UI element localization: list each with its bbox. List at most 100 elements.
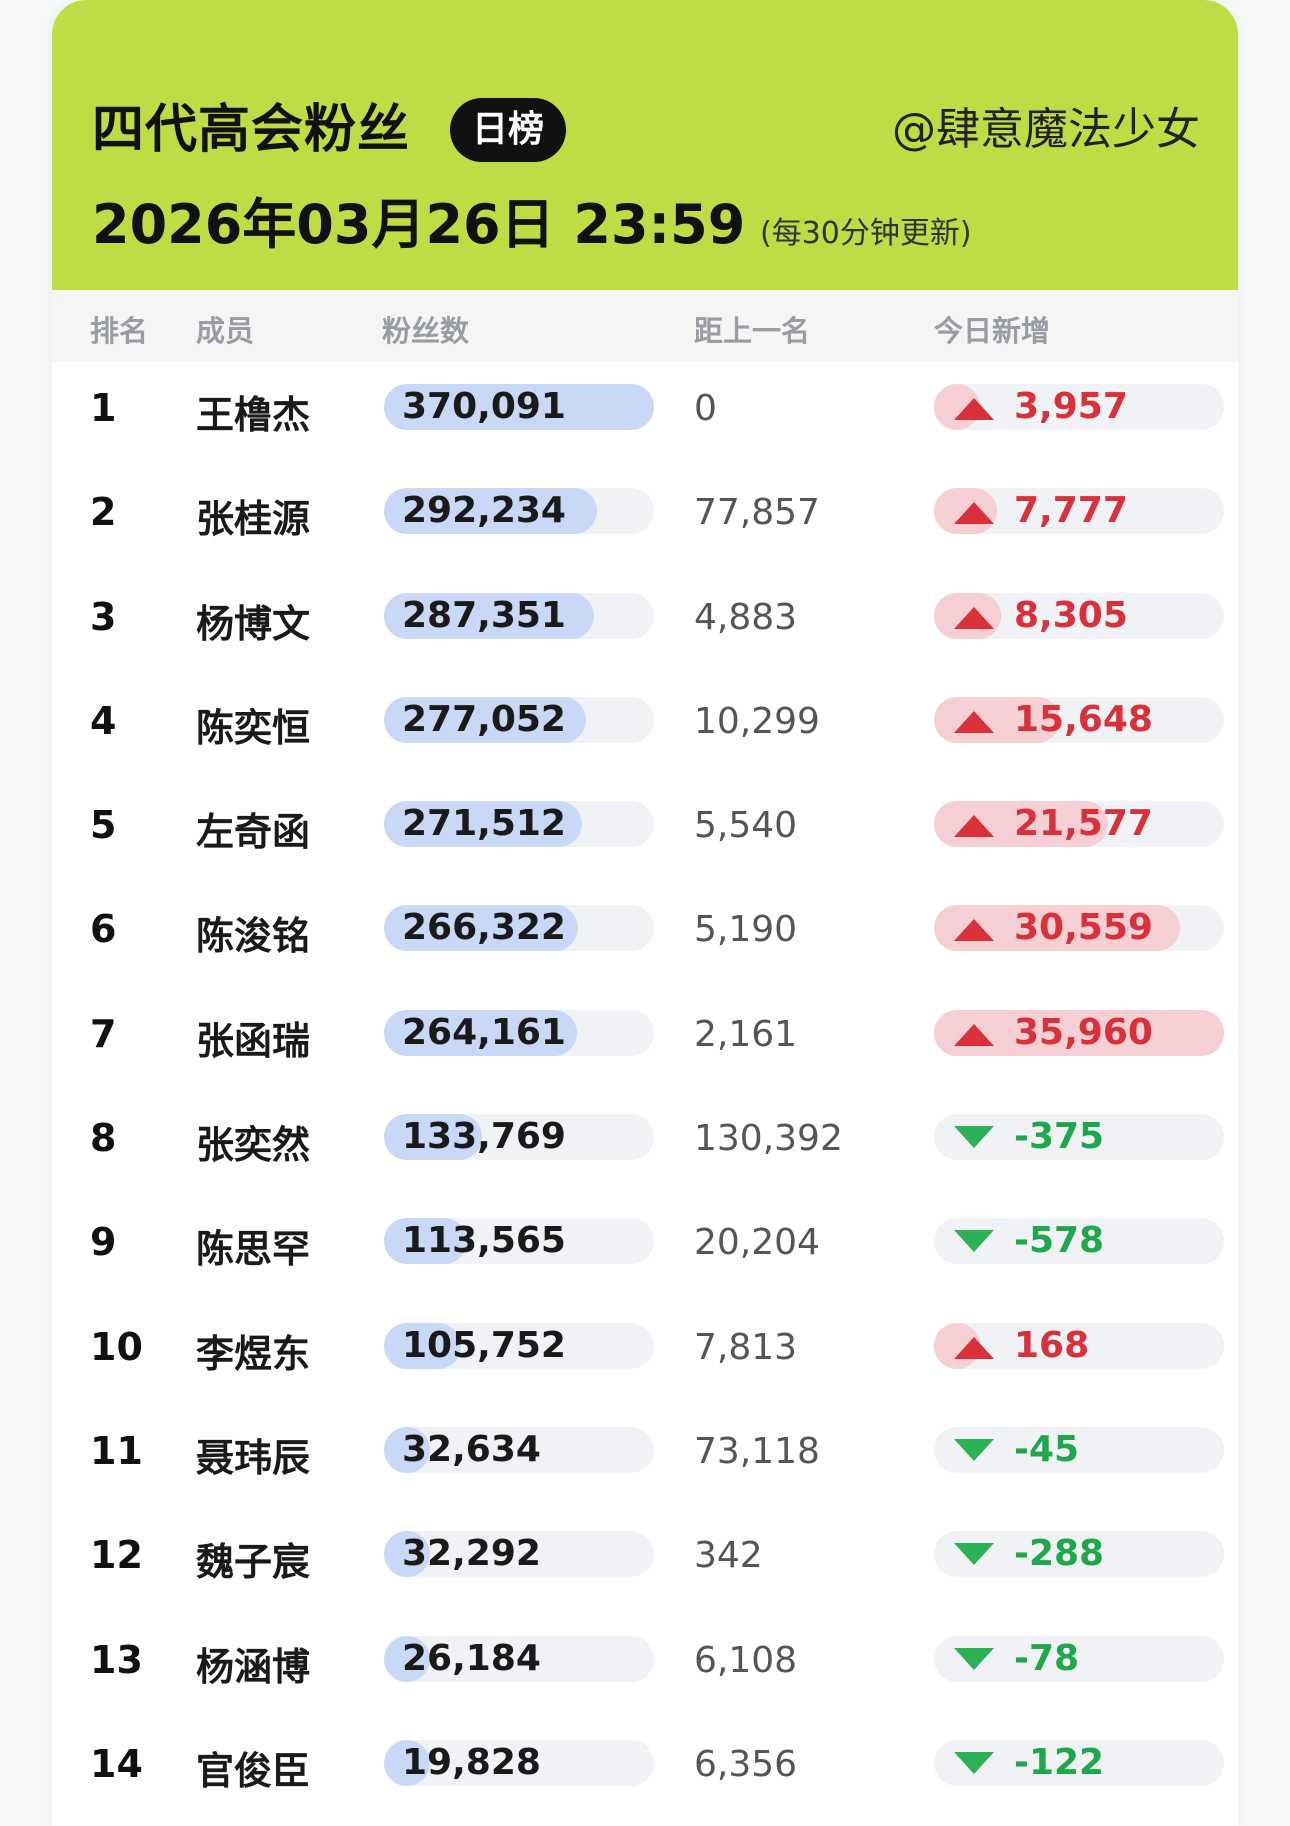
fans-count: 264,161 — [402, 1011, 566, 1053]
fans-bar-fill — [384, 1009, 577, 1056]
author-handle: @肆意魔法少女 — [892, 104, 1200, 155]
today-increase-track: 7,777 — [934, 488, 1224, 535]
fans-count: 32,634 — [402, 1428, 541, 1470]
rank-number: 3 — [90, 594, 117, 639]
member-name: 左奇函 — [196, 810, 311, 855]
rank-number: 2 — [90, 490, 117, 535]
member-name: 聂玮辰 — [196, 1435, 311, 1480]
fans-count: 19,828 — [402, 1741, 541, 1783]
arrow-down-icon — [954, 1438, 994, 1461]
fans-count: 105,752 — [402, 1324, 566, 1366]
today-increase-value: 168 — [1014, 1324, 1090, 1366]
table-row: 6 陈浚铭 266,322 5,190 30,559 — [52, 883, 1238, 987]
today-increase-track: 168 — [934, 1322, 1224, 1369]
fans-bar-fill — [384, 1635, 430, 1682]
column-header-today: 今日新增 — [934, 314, 1051, 348]
gap-to-previous: 5,190 — [694, 909, 798, 951]
today-increase-track: 8,305 — [934, 592, 1224, 639]
table-row: 8 张奕然 133,769 130,392 -375 — [52, 1092, 1238, 1196]
gap-to-previous: 5,540 — [694, 805, 798, 847]
gap-to-previous: 0 — [694, 388, 717, 429]
fans-bar-track: 277,052 — [384, 696, 654, 743]
fans-bar-fill — [384, 801, 582, 848]
today-increase-value: 3,957 — [1014, 386, 1128, 427]
arrow-up-icon — [954, 710, 994, 733]
update-frequency-note: (每30分钟更新) — [760, 216, 972, 251]
arrow-up-icon — [954, 919, 994, 942]
today-increase-track: -78 — [934, 1635, 1224, 1682]
gap-to-previous: 130,392 — [694, 1118, 843, 1160]
fans-bar-track: 133,769 — [384, 1114, 654, 1161]
column-header-fans: 粉丝数 — [382, 314, 470, 348]
rank-number: 6 — [90, 907, 117, 952]
fans-bar-fill — [384, 1531, 430, 1578]
member-name: 张奕然 — [196, 1123, 311, 1168]
today-increase-track: 21,577 — [934, 801, 1224, 848]
fans-count: 287,351 — [402, 594, 566, 636]
today-increase-track: 30,559 — [934, 905, 1224, 952]
fans-bar-track: 19,828 — [384, 1739, 654, 1786]
today-increase-value: 35,960 — [1014, 1011, 1153, 1053]
today-increase-value: -45 — [1014, 1428, 1080, 1470]
fans-bar-track: 370,091 — [384, 384, 654, 430]
fans-count: 277,052 — [402, 698, 566, 740]
fans-count: 292,234 — [402, 490, 566, 532]
fans-bar-track: 105,752 — [384, 1322, 654, 1369]
fans-count: 26,184 — [402, 1637, 541, 1679]
member-name: 陈浚铭 — [196, 914, 311, 959]
fans-bar-track: 113,565 — [384, 1218, 654, 1265]
update-datetime: 2026年03月26日 23:59 — [92, 193, 746, 256]
gap-to-previous: 6,108 — [694, 1639, 798, 1681]
fans-bar-track: 264,161 — [384, 1009, 654, 1056]
column-header-gap: 距上一名 — [694, 314, 811, 348]
today-increase-value: -78 — [1014, 1637, 1080, 1679]
page-title: 四代高会粉丝 — [92, 100, 411, 160]
fans-bar-track: 32,292 — [384, 1531, 654, 1578]
gap-to-previous: 77,857 — [694, 492, 820, 534]
today-increase-value: 30,559 — [1014, 907, 1153, 949]
fans-count: 271,512 — [402, 803, 566, 845]
fans-bar-fill — [384, 592, 594, 639]
arrow-down-icon — [954, 1126, 994, 1149]
today-increase-track: -288 — [934, 1531, 1224, 1578]
fans-bar-track: 292,234 — [384, 488, 654, 535]
table-row: 5 左奇函 271,512 5,540 21,577 — [52, 779, 1238, 883]
arrow-down-icon — [954, 1647, 994, 1670]
table-row: 2 张桂源 292,234 77,857 7,777 — [52, 466, 1238, 570]
rank-number: 7 — [90, 1011, 117, 1056]
member-name: 王橹杰 — [196, 393, 311, 437]
today-increase-value: 15,648 — [1014, 698, 1153, 740]
rank-number: 4 — [90, 698, 117, 743]
arrow-down-icon — [954, 1543, 994, 1566]
arrow-up-icon — [954, 502, 994, 525]
fans-bar-track: 287,351 — [384, 592, 654, 639]
ranking-table-body: 1 王橹杰 370,091 0 3,957 2 张桂源 292,234 77,857 7,777 3… — [52, 362, 1238, 1822]
fans-bar-fill — [384, 384, 654, 430]
rank-number: 13 — [90, 1637, 143, 1682]
today-increase-track: 15,648 — [934, 696, 1224, 743]
table-row: 11 聂玮辰 32,634 73,118 -45 — [52, 1405, 1238, 1509]
fans-bar-track: 32,634 — [384, 1426, 654, 1473]
arrow-up-icon — [954, 1336, 994, 1359]
table-row: 12 魏子宸 32,292 342 -288 — [52, 1509, 1238, 1613]
today-increase-track: 35,960 — [934, 1009, 1224, 1056]
fans-bar-track: 26,184 — [384, 1635, 654, 1682]
table-row: 1 王橹杰 370,091 0 3,957 — [52, 362, 1238, 466]
gap-to-previous: 73,118 — [694, 1430, 820, 1472]
rank-number: 11 — [90, 1428, 143, 1473]
member-name: 陈奕恒 — [196, 705, 311, 750]
fans-count: 32,292 — [402, 1533, 541, 1575]
arrow-up-icon — [954, 815, 994, 838]
today-increase-value: 7,777 — [1014, 490, 1128, 532]
arrow-down-icon — [954, 1751, 994, 1774]
arrow-up-icon — [954, 398, 994, 420]
fans-bar-fill — [384, 696, 586, 743]
today-increase-value: -122 — [1014, 1741, 1105, 1783]
fans-bar-fill — [384, 1426, 430, 1473]
table-header: 排名 成员 粉丝数 距上一名 今日新增 — [52, 290, 1238, 362]
table-row: 14 官俊臣 19,828 6,356 -122 — [52, 1718, 1238, 1822]
table-row: 13 杨涵博 26,184 6,108 -78 — [52, 1614, 1238, 1718]
table-row: 3 杨博文 287,351 4,883 8,305 — [52, 571, 1238, 675]
fans-count: 113,565 — [402, 1220, 566, 1262]
member-name: 杨涵博 — [196, 1644, 311, 1689]
